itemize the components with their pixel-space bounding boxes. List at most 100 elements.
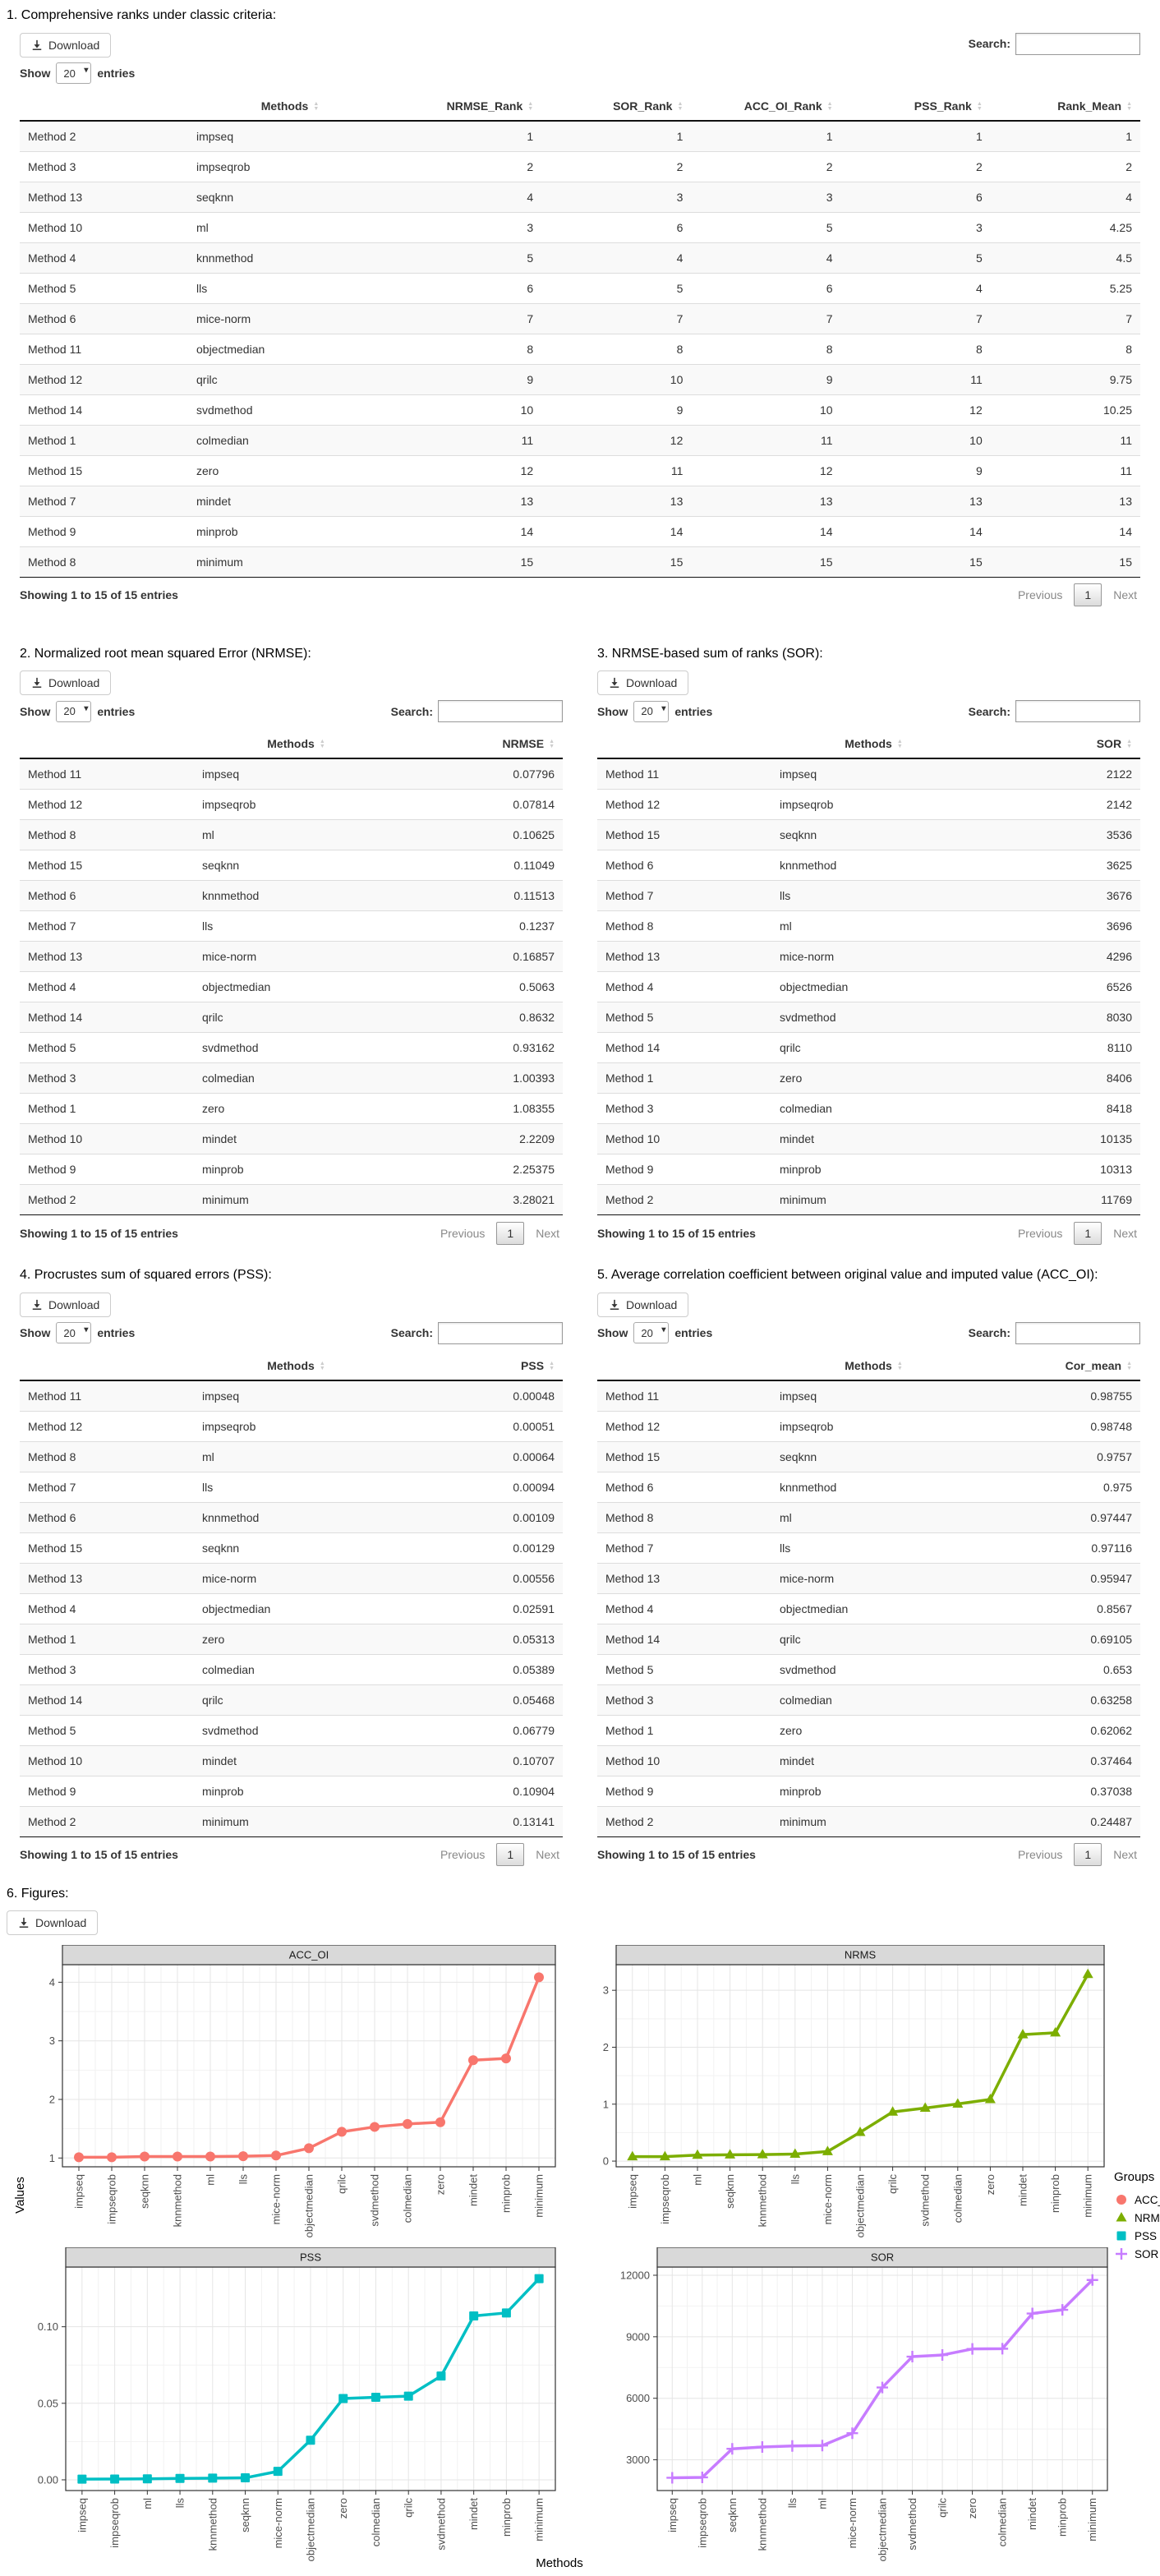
method-cell: svdmethod (196, 403, 253, 417)
download-button[interactable]: Download (7, 1910, 99, 1936)
next-page-button[interactable]: Next (536, 1848, 559, 1862)
value-cell: 12 (670, 433, 684, 447)
method-cell: minimum (780, 1193, 826, 1207)
column-header[interactable]: PSS ▲ ▼ (521, 1358, 555, 1372)
page-size-select[interactable]: 20 (633, 1322, 670, 1344)
legend-item: NRMS (1114, 2209, 1160, 2227)
method-cell: impseqrob (202, 1419, 256, 1433)
svg-text:knnmethod: knnmethod (756, 2498, 768, 2551)
column-header[interactable]: Cor_mean ▲ ▼ (1065, 1358, 1132, 1372)
section-title: 5. Average correlation coefficient betwe… (597, 1268, 1098, 1283)
svg-text:ml: ml (816, 2498, 828, 2509)
sort-icon[interactable]: ▲ ▼ (896, 1361, 903, 1372)
sort-icon[interactable]: ▲ ▼ (976, 100, 983, 112)
value-cell: 0.62062 (1090, 1723, 1132, 1737)
table-row: Method 14 qrilc 0.05468 (20, 1684, 563, 1716)
previous-page-button[interactable]: Previous (440, 1226, 486, 1240)
value-cell: 0.93162 (513, 1041, 555, 1055)
page-number-button[interactable]: 1 (496, 1221, 525, 1245)
table-row: Method 13 mice-norm 0.16857 (20, 941, 563, 972)
row-name-cell: Method 14 (605, 1041, 661, 1055)
previous-page-button[interactable]: Previous (1017, 588, 1063, 602)
column-header[interactable]: Methods ▲ ▼ (845, 737, 903, 751)
column-header[interactable]: NRMSE_Rank ▲ ▼ (446, 99, 534, 113)
column-header[interactable]: Methods ▲ ▼ (267, 1358, 325, 1372)
method-cell: ml (202, 1449, 214, 1463)
previous-page-button[interactable]: Previous (440, 1848, 486, 1862)
next-page-button[interactable]: Next (1113, 588, 1137, 602)
value-cell: 7 (826, 311, 833, 325)
search-input[interactable] (1015, 1321, 1140, 1344)
svg-text:0.10: 0.10 (38, 2321, 58, 2334)
sort-icon[interactable]: ▲ ▼ (1126, 739, 1132, 750)
row-name-cell: Method 1 (28, 433, 76, 447)
column-header[interactable]: PSS_Rank ▲ ▼ (914, 99, 983, 113)
page-size-select[interactable]: 20 (56, 62, 92, 85)
row-name-cell: Method 13 (605, 950, 661, 964)
sort-icon[interactable]: ▲ ▼ (549, 1361, 555, 1372)
value-cell: 0.16857 (513, 950, 555, 964)
column-header[interactable]: ACC_OI_Rank ▲ ▼ (743, 99, 833, 113)
next-page-button[interactable]: Next (1113, 1848, 1137, 1862)
value-cell: 0.95947 (1090, 1571, 1132, 1585)
value-cell: 13 (819, 494, 833, 508)
svg-text:mindet: mindet (1026, 2498, 1038, 2530)
svg-text:mice-norm: mice-norm (272, 2498, 284, 2548)
sort-icon[interactable]: ▲ ▼ (549, 739, 555, 750)
column-header[interactable]: Rank_Mean ▲ ▼ (1057, 99, 1132, 113)
page-size-select[interactable]: 20 (633, 700, 670, 722)
page-size-select[interactable]: 20 (56, 700, 92, 722)
download-button[interactable]: Download (597, 1292, 689, 1317)
table-row: Method 10 mindet 0.10707 (20, 1745, 563, 1776)
sort-icon[interactable]: ▲ ▼ (1126, 1361, 1132, 1372)
previous-page-button[interactable]: Previous (1017, 1226, 1063, 1240)
page-number-button[interactable]: 1 (496, 1843, 525, 1867)
value-cell: 7 (1125, 311, 1132, 325)
search-input[interactable] (438, 700, 563, 723)
table-row: Method 3 impseqrob 2 2 2 2 2 (20, 151, 1140, 182)
method-cell: minprob (780, 1784, 822, 1798)
search-input[interactable] (438, 1321, 563, 1344)
method-cell: zero (780, 1071, 803, 1085)
sort-icon[interactable]: ▲ ▼ (319, 1361, 325, 1372)
search-input[interactable] (1015, 700, 1140, 723)
page-size-select[interactable]: 20 (56, 1322, 92, 1344)
svg-text:3: 3 (603, 1984, 609, 1997)
column-header[interactable]: SOR ▲ ▼ (1096, 737, 1132, 751)
download-button[interactable]: Download (20, 32, 112, 58)
svg-text:svdmethod: svdmethod (906, 2498, 918, 2551)
column-header[interactable]: NRMSE ▲ ▼ (502, 737, 555, 751)
page-number-button[interactable]: 1 (1074, 583, 1102, 607)
sort-icon[interactable]: ▲ ▼ (527, 100, 534, 112)
column-header[interactable]: Methods ▲ ▼ (260, 99, 320, 113)
table-row: Method 7 mindet 13 13 13 13 13 (20, 486, 1140, 517)
sort-icon[interactable]: ▲ ▼ (896, 739, 903, 750)
next-page-button[interactable]: Next (1113, 1226, 1137, 1240)
column-header[interactable]: SOR_Rank ▲ ▼ (613, 99, 684, 113)
method-cell: colmedian (780, 1102, 832, 1116)
previous-page-button[interactable]: Previous (1017, 1848, 1063, 1862)
sort-icon[interactable]: ▲ ▼ (826, 100, 833, 112)
value-cell: 0.9757 (1097, 1449, 1132, 1463)
svg-text:zero: zero (984, 2174, 997, 2195)
pagination: Previous 1 Next (1015, 1843, 1140, 1867)
page-number-button[interactable]: 1 (1074, 1221, 1102, 1245)
table-row: Method 12 impseqrob 0.00051 (20, 1411, 563, 1442)
download-button[interactable]: Download (20, 1292, 112, 1317)
download-button[interactable]: Download (597, 670, 689, 696)
svg-text:mice-norm: mice-norm (270, 2174, 283, 2224)
sort-icon[interactable]: ▲ ▼ (319, 739, 325, 750)
svg-text:impseq: impseq (73, 2174, 85, 2209)
sort-icon[interactable]: ▲ ▼ (313, 100, 320, 112)
download-button[interactable]: Download (20, 670, 112, 696)
method-cell: zero (202, 1102, 225, 1116)
search-input[interactable] (1015, 32, 1140, 55)
column-header[interactable]: Methods ▲ ▼ (845, 1358, 903, 1372)
sort-icon[interactable]: ▲ ▼ (1126, 100, 1132, 112)
sort-icon[interactable]: ▲ ▼ (677, 100, 684, 112)
column-header[interactable]: Methods ▲ ▼ (267, 737, 325, 751)
method-cell: minprob (202, 1163, 244, 1177)
page-number-button[interactable]: 1 (1074, 1843, 1102, 1867)
sor-table: Methods ▲ ▼ SOR ▲ ▼ Method 11 impseq 2122 Method … (597, 730, 1140, 1215)
next-page-button[interactable]: Next (536, 1226, 559, 1240)
